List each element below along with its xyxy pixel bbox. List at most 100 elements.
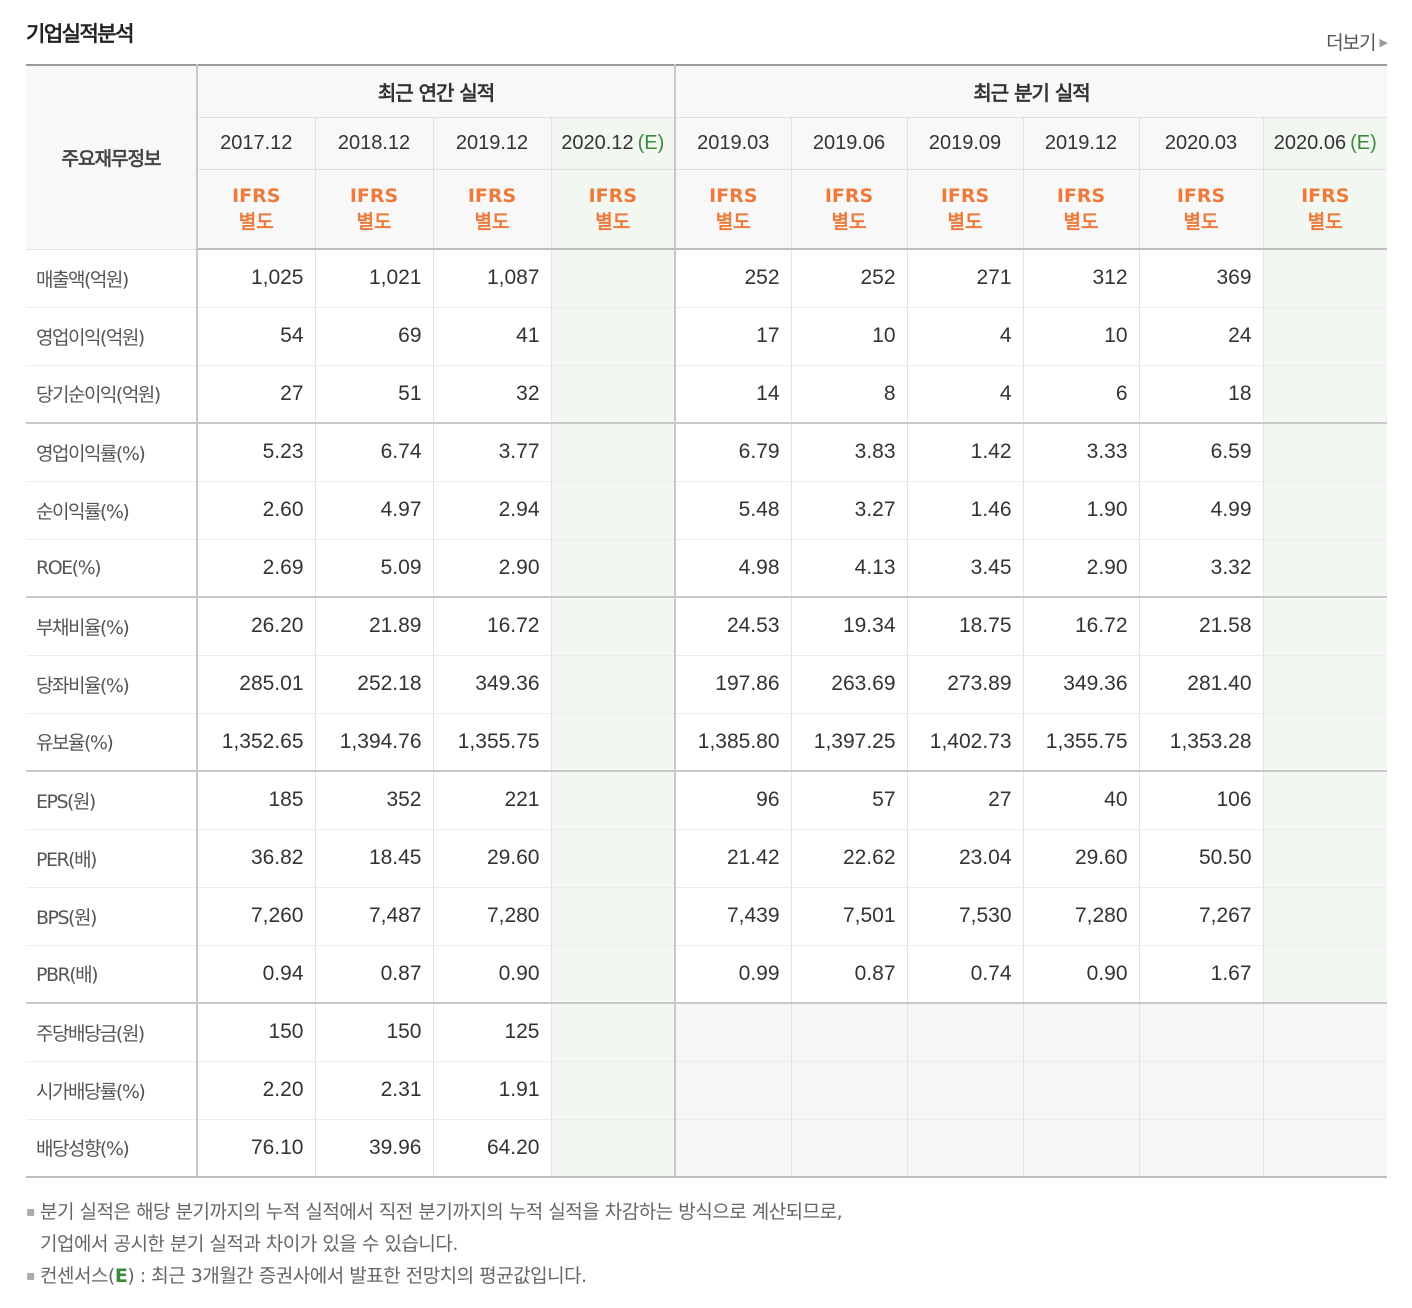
- table-cell: 7,260: [197, 887, 316, 946]
- table-cell: [551, 539, 677, 598]
- table-cell: [675, 1061, 792, 1120]
- table-cell: 197.86: [675, 655, 792, 714]
- footnotes: ▪ 분기 실적은 해당 분기까지의 누적 실적에서 직전 분기까지의 누적 실적…: [26, 1196, 1387, 1292]
- table-cell: [551, 655, 677, 714]
- period-header: 2019.03: [675, 117, 792, 170]
- table-cell: 32: [433, 365, 552, 424]
- table-cell: 19.34: [791, 596, 908, 656]
- ifrs-label: IFRS: [588, 184, 637, 207]
- table-cell: 27: [197, 365, 316, 424]
- table-cell: 271: [907, 249, 1024, 308]
- table-cell: [791, 1119, 908, 1178]
- table-cell: [1263, 249, 1388, 308]
- table-cell: [675, 1119, 792, 1178]
- ifrs-badge: IFRS 별도: [551, 169, 677, 250]
- financial-table: 주요재무정보 최근 연간 실적 최근 분기 실적 2017.12 2018.12 2…: [26, 64, 1388, 1178]
- ifrs-type-label: 별도: [1183, 210, 1219, 233]
- bullet-icon: ▪: [26, 1204, 36, 1220]
- table-row: 영업이익률(%) 5.23 6.74 3.77 6.79 3.83 1.42 3.33 6.59: [26, 422, 1388, 482]
- table-cell: 0.90: [1023, 945, 1140, 1004]
- period-header: 2017.12: [197, 117, 316, 170]
- row-label: 매출액(억원): [26, 249, 198, 308]
- row-label: 주당배당금(원): [26, 1002, 198, 1062]
- ifrs-label: IFRS: [940, 184, 990, 207]
- table-row: 매출액(억원) 1,025 1,021 1,087 252 252 271 312 369: [26, 249, 1388, 308]
- table-row: PBR(배) 0.94 0.87 0.90 0.99 0.87 0.74 0.90 1.67: [26, 945, 1388, 1004]
- section-header: 기업실적분석 더보기 ▶: [26, 0, 1388, 64]
- label-header: 주요재무정보: [26, 64, 198, 250]
- table-cell: 1,353.28: [1139, 713, 1264, 772]
- table-cell: [551, 365, 677, 424]
- table-row: 순이익률(%) 2.60 4.97 2.94 5.48 3.27 1.46 1.90 4.99: [26, 481, 1388, 540]
- table-cell: [1263, 655, 1388, 714]
- period-label: 2018.12: [337, 131, 411, 154]
- table-cell: 29.60: [1023, 829, 1140, 888]
- table-cell: [551, 1061, 677, 1120]
- table-cell: 10: [1023, 307, 1140, 366]
- table-cell: 312: [1023, 249, 1140, 308]
- row-label: 당좌비율(%): [26, 655, 198, 714]
- table-cell: 7,530: [907, 887, 1024, 946]
- table-cell: [551, 829, 677, 888]
- table-cell: 6.79: [675, 422, 792, 482]
- table-cell: 3.45: [907, 539, 1024, 598]
- table-cell: 6.59: [1139, 422, 1264, 482]
- table-cell: 24: [1139, 307, 1264, 366]
- table-cell: 1,021: [315, 249, 434, 308]
- table-cell: [1263, 1061, 1388, 1120]
- section-title: 기업실적분석: [26, 22, 134, 46]
- row-label: 영업이익률(%): [26, 422, 198, 482]
- table-cell: 8: [791, 365, 908, 424]
- table-cell: 0.99: [675, 945, 792, 1004]
- table-row: 당기순이익(억원) 27 51 32 14 8 4 6 18: [26, 365, 1388, 424]
- table-cell: 2.60: [197, 481, 316, 540]
- ifrs-label: IFRS: [1301, 184, 1350, 207]
- table-cell: 3.77: [433, 422, 552, 482]
- table-cell: 0.94: [197, 945, 316, 1004]
- table-row: 부채비율(%) 26.20 21.89 16.72 24.53 19.34 18.75 16.…: [26, 596, 1388, 656]
- annual-group-header: 최근 연간 실적: [197, 64, 677, 118]
- table-cell: 2.90: [1023, 539, 1140, 598]
- table-cell: [675, 1002, 792, 1062]
- table-cell: 1.67: [1139, 945, 1264, 1004]
- table-cell: [791, 1002, 908, 1062]
- period-label: 2017.12: [220, 131, 293, 154]
- period-header: 2020.12 (E): [551, 117, 677, 170]
- period-header: 2019.12: [433, 117, 552, 170]
- period-label: 2020.03: [1164, 131, 1238, 154]
- table-cell: 0.74: [907, 945, 1024, 1004]
- table-cell: [1263, 539, 1388, 598]
- table-cell: 1.46: [907, 481, 1024, 540]
- period-label: 2019.09: [928, 131, 1002, 154]
- ifrs-badge: IFRS 별도: [1139, 169, 1264, 250]
- row-label: ROE(%): [26, 539, 198, 598]
- footnote-text: 컨센서스(: [40, 1265, 115, 1287]
- table-cell: 3.32: [1139, 539, 1264, 598]
- table-cell: 40: [1023, 770, 1140, 830]
- ifrs-badge: IFRS 별도: [1263, 169, 1388, 250]
- table-cell: [551, 770, 677, 830]
- table-cell: 1.42: [907, 422, 1024, 482]
- more-link[interactable]: 더보기 ▶: [1326, 28, 1388, 55]
- table-cell: 4.98: [675, 539, 792, 598]
- row-label: 배당성향(%): [26, 1119, 198, 1178]
- table-cell: [551, 713, 677, 772]
- table-cell: [1263, 307, 1388, 366]
- table-cell: 39.96: [315, 1119, 434, 1178]
- table-cell: [551, 945, 677, 1004]
- table-cell: 2.69: [197, 539, 316, 598]
- table-cell: 252: [791, 249, 908, 308]
- row-label: PER(배): [26, 829, 198, 888]
- table-cell: [1139, 1119, 1264, 1178]
- footnote-consensus: ▪ 컨센서스(E) : 최근 3개월간 증권사에서 발표한 전망치의 평균값입니…: [26, 1260, 1387, 1292]
- table-cell: [1263, 1002, 1388, 1062]
- period-label: 2019.12: [1044, 131, 1118, 154]
- table-cell: 1,402.73: [907, 713, 1024, 772]
- table-cell: 150: [315, 1002, 434, 1062]
- footnote-line: 기업에서 공시한 분기 실적과 차이가 있을 수 있습니다.: [40, 1233, 458, 1255]
- row-label: BPS(원): [26, 887, 198, 946]
- table-cell: [907, 1119, 1024, 1178]
- estimate-mark: (E): [637, 131, 665, 154]
- row-label: 순이익률(%): [26, 481, 198, 540]
- table-cell: 369: [1139, 249, 1264, 308]
